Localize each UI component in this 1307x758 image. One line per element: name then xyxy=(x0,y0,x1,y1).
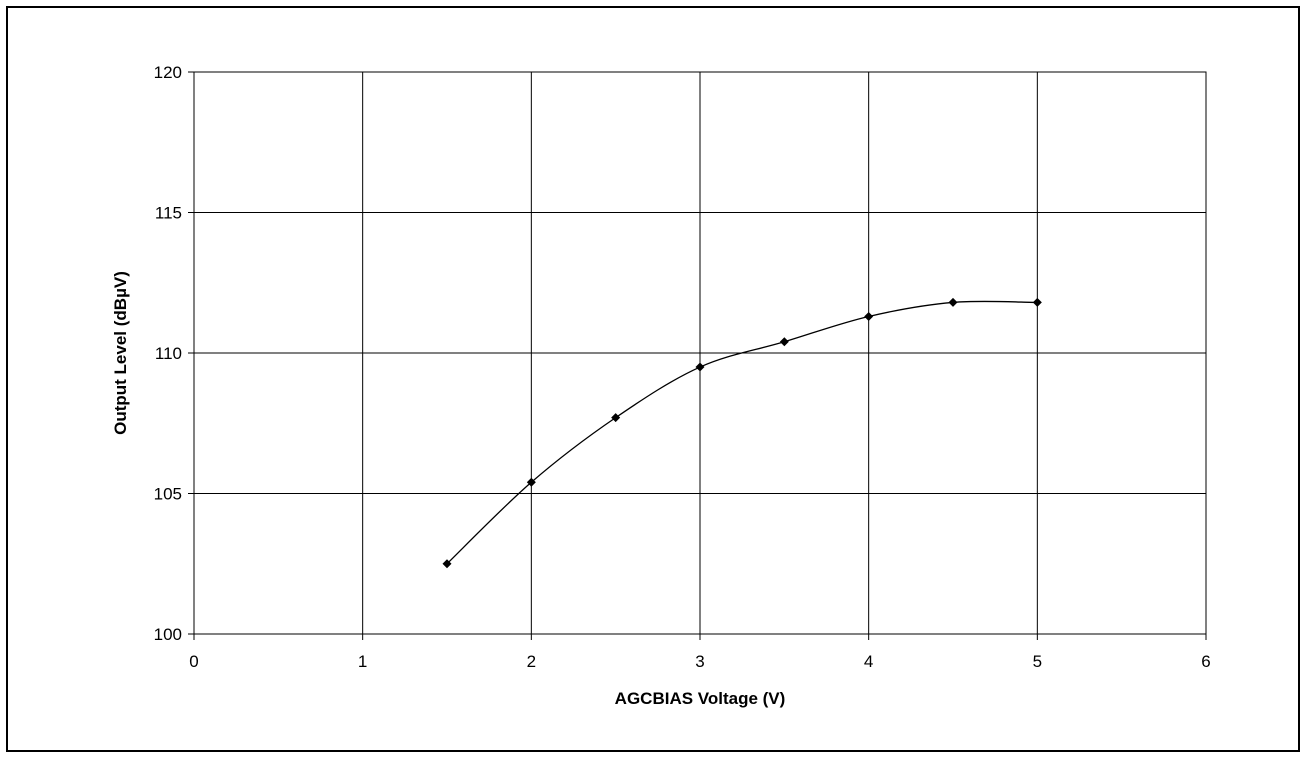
data-point-marker xyxy=(442,559,452,569)
x-tick-labels: 0 1 2 3 4 5 6 xyxy=(189,652,1210,671)
y-axis-title: Output Level (dBµV) xyxy=(111,271,130,435)
data-point-marker xyxy=(611,413,621,423)
plot-area xyxy=(193,71,1207,635)
x-tick-label: 4 xyxy=(864,652,873,671)
data-point-marker xyxy=(526,477,536,487)
x-tick-label: 3 xyxy=(695,652,704,671)
data-markers xyxy=(442,297,1042,569)
y-tick-label: 115 xyxy=(155,204,182,223)
data-point-marker xyxy=(1032,297,1042,307)
y-tick-label: 105 xyxy=(154,485,182,504)
x-tick-label: 6 xyxy=(1201,652,1210,671)
data-point-marker xyxy=(864,311,874,321)
x-tick-label: 1 xyxy=(358,652,367,671)
data-point-marker xyxy=(779,337,789,347)
x-axis-title: AGCBIAS Voltage (V) xyxy=(615,689,786,708)
series-line xyxy=(446,300,1038,565)
y-tick-label: 110 xyxy=(155,344,182,363)
y-tick-label: 120 xyxy=(154,63,182,82)
x-tick-label: 5 xyxy=(1033,652,1042,671)
y-tick-labels: 100 105 110 115 120 xyxy=(154,63,182,644)
y-tick-label: 100 xyxy=(154,625,182,644)
data-point-marker xyxy=(695,362,705,372)
x-tick-label: 2 xyxy=(527,652,536,671)
grid xyxy=(188,71,1207,640)
chart-frame: 0 1 2 3 4 5 6 100 105 110 115 120 AGCBIAS Voltage … xyxy=(6,6,1300,752)
x-tick-label: 0 xyxy=(189,652,198,671)
line-chart: 0 1 2 3 4 5 6 100 105 110 115 120 AGCBIAS Voltage … xyxy=(111,63,1211,708)
data-point-marker xyxy=(948,297,958,307)
